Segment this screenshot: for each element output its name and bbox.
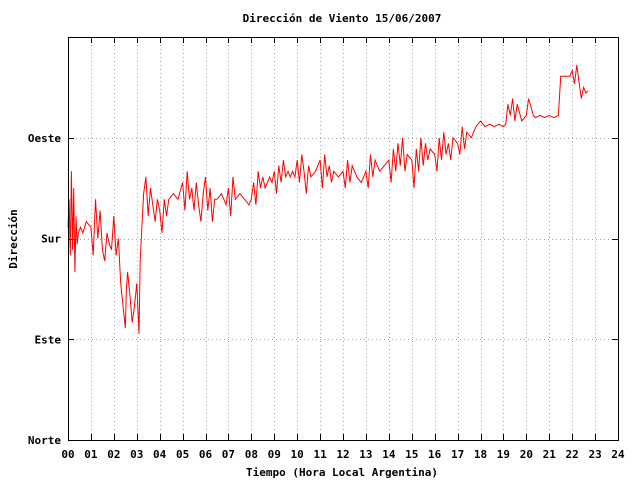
plot-frame [68, 37, 619, 441]
x-tick-label: 00 [61, 448, 74, 461]
x-tick-label: 21 [543, 448, 557, 461]
x-tick-label: 01 [84, 448, 98, 461]
x-tick-label: 07 [222, 448, 235, 461]
y-tick-label: Norte [28, 434, 61, 447]
x-tick-label: 15 [405, 448, 418, 461]
x-tick-label: 04 [153, 448, 167, 461]
x-tick-label: 14 [382, 448, 396, 461]
x-axis-ticks: 00 01 02 03 04 05 06 07 08 09 10 11 12 13 14 15 16 17 18 19… [61, 37, 625, 461]
x-tick-label: 17 [451, 448, 464, 461]
x-tick-label: 05 [176, 448, 189, 461]
x-axis-label: Tiempo (Hora Local Argentina) [246, 466, 438, 479]
chart-title: Dirección de Viento 15/06/2007 [243, 12, 442, 25]
x-tick-label: 02 [107, 448, 120, 461]
x-tick-label: 11 [313, 448, 327, 461]
y-tick-label: Sur [41, 233, 61, 246]
x-tick-label: 16 [428, 448, 442, 461]
x-tick-label: 23 [588, 448, 601, 461]
x-tick-label: 18 [474, 448, 487, 461]
x-tick-label: 12 [336, 448, 349, 461]
x-tick-label: 13 [359, 448, 372, 461]
y-axis-label: Dirección [7, 209, 20, 269]
y-tick-label: Este [35, 333, 62, 346]
x-tick-label: 24 [611, 448, 625, 461]
x-tick-label: 10 [291, 448, 304, 461]
x-tick-label: 09 [268, 448, 281, 461]
x-tick-label: 06 [199, 448, 213, 461]
x-tick-label: 08 [245, 448, 258, 461]
x-tick-label: 19 [497, 448, 510, 461]
x-tick-label: 03 [130, 448, 143, 461]
y-axis-ticks: Norte Este Sur Oeste [28, 132, 618, 447]
y-tick-label: Oeste [28, 132, 61, 145]
x-tick-label: 22 [566, 448, 579, 461]
series-line [67, 64, 589, 334]
x-tick-label: 20 [520, 448, 533, 461]
